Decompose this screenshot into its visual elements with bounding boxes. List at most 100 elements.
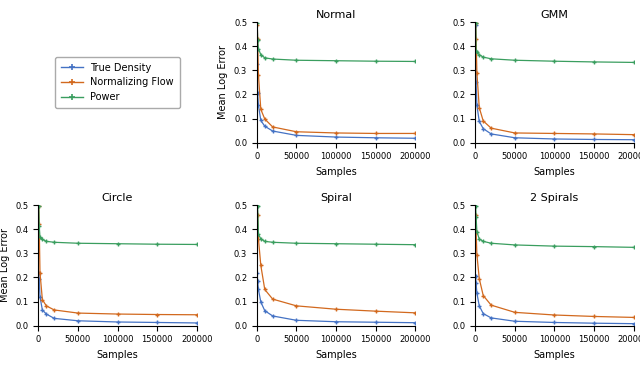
True Density	[35, 276, 43, 281]
Power	[372, 59, 380, 63]
Power	[472, 49, 480, 53]
Normalizing Flow	[261, 117, 269, 121]
Power	[254, 204, 262, 209]
Line: True Density: True Density	[473, 22, 636, 142]
Normalizing Flow	[487, 126, 495, 130]
Power	[255, 232, 262, 236]
Title: Spiral: Spiral	[320, 193, 352, 203]
True Density	[253, 270, 261, 275]
Power	[114, 242, 122, 246]
Title: Normal: Normal	[316, 10, 356, 20]
Line: True Density: True Density	[255, 62, 417, 141]
Power	[257, 53, 265, 57]
Power	[473, 229, 481, 234]
Power	[472, 21, 479, 26]
True Density	[479, 127, 487, 131]
Normalizing Flow	[42, 304, 50, 308]
Power	[255, 47, 262, 51]
Title: 2 Spirals: 2 Spirals	[531, 193, 579, 203]
Normalizing Flow	[51, 308, 58, 312]
Power	[590, 245, 598, 249]
Normalizing Flow	[473, 252, 481, 257]
Line: Power: Power	[255, 204, 417, 247]
Normalizing Flow	[154, 312, 161, 317]
True Density	[253, 62, 261, 67]
Power	[412, 59, 419, 64]
True Density	[257, 118, 265, 123]
True Density	[511, 319, 518, 323]
Normalizing Flow	[114, 312, 122, 316]
Normalizing Flow	[254, 37, 262, 41]
Power	[487, 241, 495, 245]
Title: Circle: Circle	[102, 193, 133, 203]
Power	[36, 235, 44, 239]
Normalizing Flow	[261, 287, 269, 292]
Normalizing Flow	[372, 309, 380, 313]
Normalizing Flow	[35, 204, 43, 209]
Line: Normalizing Flow: Normalizing Flow	[255, 204, 417, 315]
Line: True Density: True Density	[36, 271, 199, 325]
Normalizing Flow	[630, 132, 637, 137]
True Density	[332, 135, 340, 139]
True Density	[472, 80, 480, 85]
X-axis label: Samples: Samples	[534, 350, 575, 360]
True Density	[35, 271, 43, 275]
True Density	[472, 281, 480, 286]
Normalizing Flow	[590, 314, 598, 319]
Power	[630, 60, 637, 65]
Normalizing Flow	[550, 313, 558, 317]
True Density	[255, 287, 262, 292]
True Density	[261, 309, 269, 313]
True Density	[550, 320, 558, 325]
Power	[74, 241, 82, 245]
True Density	[38, 308, 46, 312]
Power	[253, 204, 261, 208]
Normalizing Flow	[412, 131, 419, 136]
Normalizing Flow	[511, 131, 518, 135]
True Density	[487, 132, 495, 136]
True Density	[254, 91, 262, 95]
Power	[292, 58, 300, 63]
Normalizing Flow	[590, 132, 598, 136]
Line: Normalizing Flow: Normalizing Flow	[255, 22, 417, 136]
True Density	[255, 103, 262, 108]
True Density	[412, 320, 419, 325]
True Density	[590, 137, 598, 142]
Normalizing Flow	[38, 297, 46, 302]
Normalizing Flow	[479, 293, 487, 298]
True Density	[479, 311, 487, 316]
Normalizing Flow	[550, 131, 558, 136]
True Density	[476, 304, 483, 308]
Line: True Density: True Density	[255, 270, 417, 325]
Normalizing Flow	[257, 263, 265, 268]
Power	[511, 243, 518, 247]
Normalizing Flow	[511, 310, 518, 314]
Normalizing Flow	[253, 23, 261, 27]
Normalizing Flow	[473, 71, 481, 75]
Normalizing Flow	[412, 311, 419, 315]
Power	[332, 58, 340, 63]
Power	[479, 55, 487, 59]
True Density	[51, 316, 58, 320]
Power	[590, 60, 598, 64]
Power	[472, 215, 480, 219]
Line: Normalizing Flow: Normalizing Flow	[473, 21, 636, 137]
Power	[261, 56, 269, 60]
Normalizing Flow	[630, 315, 637, 320]
True Density	[472, 23, 479, 27]
Power	[473, 50, 481, 54]
Power	[550, 59, 558, 63]
Line: True Density: True Density	[473, 274, 636, 326]
Power	[261, 239, 269, 243]
Line: Power: Power	[473, 21, 636, 65]
Normalizing Flow	[487, 303, 495, 307]
Power	[257, 237, 265, 241]
Power	[479, 239, 487, 243]
True Density	[487, 316, 495, 320]
Power	[253, 21, 261, 26]
Power	[292, 241, 300, 245]
True Density	[473, 291, 481, 295]
True Density	[590, 321, 598, 325]
Normalizing Flow	[472, 21, 479, 26]
True Density	[74, 319, 82, 323]
